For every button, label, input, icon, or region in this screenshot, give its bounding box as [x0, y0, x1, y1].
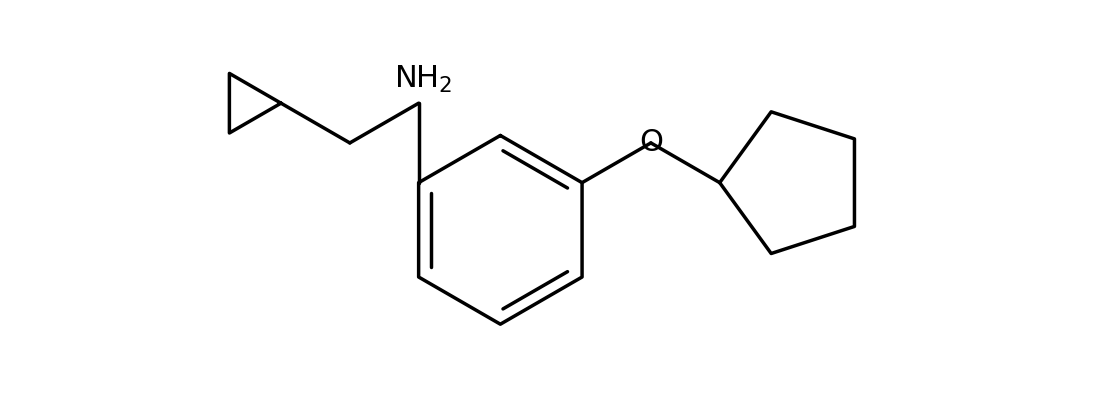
- Text: NH$_2$: NH$_2$: [394, 64, 453, 95]
- Text: O: O: [639, 129, 662, 157]
